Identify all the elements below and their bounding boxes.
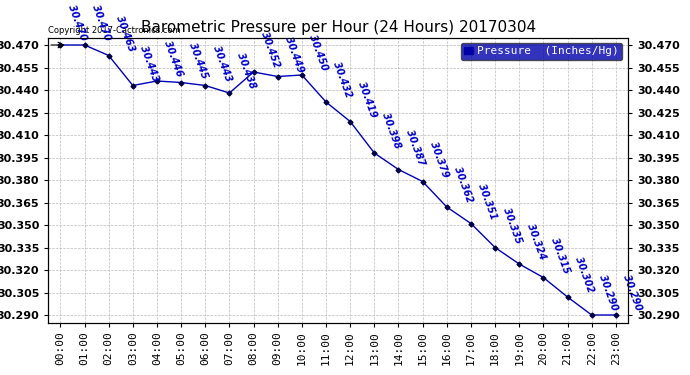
Text: 30.387: 30.387 [404, 128, 426, 167]
Text: 30.362: 30.362 [453, 166, 475, 204]
Text: 30.449: 30.449 [284, 35, 306, 74]
Text: 30.470: 30.470 [66, 4, 88, 42]
Text: 30.452: 30.452 [259, 31, 282, 69]
Text: 30.335: 30.335 [501, 206, 523, 245]
Text: 30.450: 30.450 [308, 34, 330, 72]
Text: 30.432: 30.432 [332, 61, 354, 99]
Text: 30.315: 30.315 [549, 236, 571, 275]
Title: Barometric Pressure per Hour (24 Hours) 20170304: Barometric Pressure per Hour (24 Hours) … [141, 20, 535, 35]
Text: 30.470: 30.470 [90, 4, 112, 42]
Legend: Pressure  (Inches/Hg): Pressure (Inches/Hg) [461, 43, 622, 60]
Text: 30.379: 30.379 [428, 140, 451, 179]
Text: 30.463: 30.463 [115, 14, 137, 53]
Text: 30.351: 30.351 [477, 182, 499, 221]
Text: 30.445: 30.445 [187, 41, 209, 80]
Text: 30.302: 30.302 [573, 256, 595, 294]
Text: 30.443: 30.443 [139, 44, 161, 83]
Text: 30.443: 30.443 [211, 44, 233, 83]
Text: 30.290: 30.290 [622, 274, 644, 312]
Text: 30.398: 30.398 [380, 112, 402, 150]
Text: 30.290: 30.290 [598, 274, 620, 312]
Text: Copyright 2017-Cactronics.com: Copyright 2017-Cactronics.com [48, 26, 181, 34]
Text: 30.438: 30.438 [235, 52, 257, 90]
Text: 30.324: 30.324 [525, 223, 547, 261]
Text: 30.446: 30.446 [163, 40, 185, 78]
Text: 30.419: 30.419 [356, 80, 378, 119]
